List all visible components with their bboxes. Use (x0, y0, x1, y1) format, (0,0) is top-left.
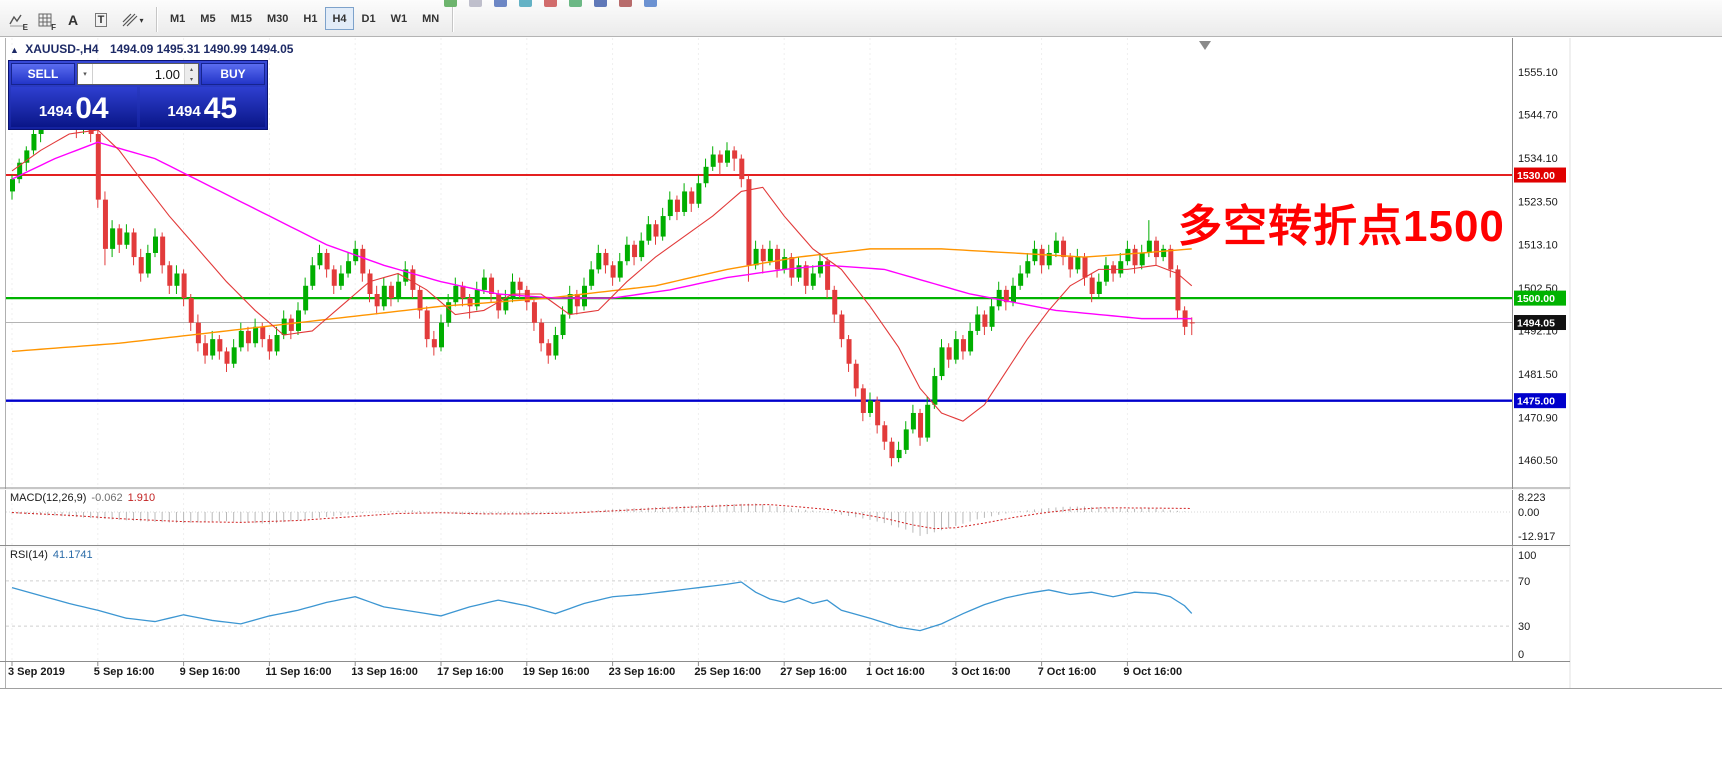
one-click-trading-panel: SELL ▾ 1.00 ▴ ▾ BUY 1494 04 1494 45 (8, 60, 268, 130)
time-axis-label: 9 Sep 16:00 (179, 666, 241, 678)
ask-price-small: 1494 (167, 103, 201, 120)
time-axis-label: 17 Sep 16:00 (437, 666, 504, 678)
macd-signal-value: 1.910 (127, 492, 156, 504)
svg-text:1481.50: 1481.50 (1518, 369, 1558, 381)
timeframe-button-d1[interactable]: D1 (361, 12, 376, 25)
timeframe-button-m5[interactable]: M5 (200, 12, 216, 25)
ask-price-big: 45 (203, 92, 238, 125)
volume-dropdown-icon[interactable]: ▾ (78, 64, 93, 84)
time-axis-label: 3 Oct 16:00 (951, 666, 1011, 678)
clipped-toolbar-icon (444, 0, 457, 7)
sell-button[interactable]: SELL (11, 63, 75, 85)
timeframe-button-m30[interactable]: M30 (266, 12, 289, 25)
clipped-toolbar-icon (594, 0, 607, 7)
timeframe-button-w1[interactable]: W1 (390, 12, 408, 25)
svg-text:8.223: 8.223 (1518, 492, 1546, 504)
volume-stepper: ▴ ▾ (184, 64, 198, 84)
ask-price-display[interactable]: 1494 45 (139, 87, 265, 127)
timeframe-button-h1[interactable]: H1 (303, 12, 318, 25)
clipped-toolbar-icon (569, 0, 582, 7)
svg-text:1530.00: 1530.00 (1517, 170, 1555, 182)
clipped-toolbar-icon (469, 0, 482, 7)
svg-text:1544.70: 1544.70 (1518, 110, 1558, 122)
timeframe-group: M1 M5 M15 M30 H1 H4 D1 W1 MN (163, 7, 447, 30)
volume-down-icon[interactable]: ▾ (185, 74, 198, 84)
ohlc-values: 1494.09 1495.31 1490.99 1494.05 (109, 42, 294, 56)
clipped-toolbar-icon (644, 0, 657, 7)
toolbar: E F A T ▾ M1 M5 M15 M30 H1 H4 D1 W1 MN (0, 0, 1722, 37)
svg-text:1513.10: 1513.10 (1518, 239, 1558, 251)
svg-text:1500.00: 1500.00 (1517, 293, 1555, 305)
chart-annotation-text: 多空转折点1500 (1178, 202, 1505, 251)
time-axis-label: 23 Sep 16:00 (608, 666, 676, 678)
rsi-value: 41.1741 (52, 549, 93, 561)
volume-input[interactable]: 1.00 (154, 66, 180, 82)
svg-text:1470.90: 1470.90 (1518, 412, 1558, 424)
svg-text:1523.50: 1523.50 (1518, 197, 1558, 209)
icon-letter: E (22, 23, 28, 32)
macd-label: MACD(12,26,9) (10, 492, 87, 504)
svg-text:1460.50: 1460.50 (1518, 455, 1558, 467)
symbol-label: XAUUSD-,H4 (25, 42, 99, 56)
grid-icon[interactable]: F (32, 7, 58, 33)
svg-text:1534.10: 1534.10 (1518, 153, 1558, 165)
chevron-down-icon: ▾ (139, 15, 144, 25)
macd-pane-label: MACD(12,26,9) -0.062 1.910 (10, 492, 155, 504)
svg-text:100: 100 (1518, 550, 1536, 562)
time-axis-label: 1 Oct 16:00 (866, 666, 925, 678)
svg-text:1555.10: 1555.10 (1518, 67, 1558, 79)
time-axis-label: 7 Oct 16:00 (1037, 666, 1097, 678)
toolbar-separator (156, 7, 157, 32)
bid-price-small: 1494 (38, 103, 73, 120)
time-axis-label: 25 Sep 16:00 (694, 666, 762, 678)
clipped-toolbar-icon (494, 0, 507, 7)
svg-text:1494.05: 1494.05 (1517, 318, 1555, 330)
svg-text:1475.00: 1475.00 (1517, 396, 1555, 408)
text-box-icon[interactable]: T (88, 7, 114, 33)
time-axis-label: 27 Sep 16:00 (780, 666, 847, 678)
rsi-pane-label: RSI(14) 41.1741 (10, 549, 93, 561)
time-axis-label: 3 Sep 2019 (8, 666, 65, 678)
svg-text:70: 70 (1518, 576, 1530, 588)
time-axis-label: 13 Sep 16:00 (351, 666, 418, 678)
macd-main-value: -0.062 (91, 492, 123, 504)
trendlines-glyph (123, 13, 138, 27)
timeframe-button-m15[interactable]: M15 (230, 12, 252, 25)
svg-text:0: 0 (1518, 649, 1524, 661)
one-click-panel-toggle-icon[interactable]: ▲ (10, 45, 19, 55)
svg-text:-12.917: -12.917 (1518, 531, 1555, 543)
svg-text:0.00: 0.00 (1518, 507, 1539, 519)
icon-letter: F (51, 23, 56, 32)
bid-price-big: 04 (75, 92, 109, 125)
clipped-toolbar-icon (519, 0, 532, 7)
text-label-icon[interactable]: A (67, 12, 79, 28)
svg-text:30: 30 (1518, 621, 1530, 633)
time-axis-label: 11 Sep 16:00 (265, 666, 332, 678)
toolbar-separator (452, 7, 453, 32)
clipped-toolbar-icon (544, 0, 557, 7)
buy-button[interactable]: BUY (201, 63, 265, 85)
bid-price-display[interactable]: 1494 04 (11, 87, 137, 127)
timeframe-button-h4[interactable]: H4 (325, 7, 354, 30)
trendline-tools-dropdown[interactable]: ▾ (116, 7, 150, 33)
chart-shift-marker[interactable] (1199, 41, 1211, 50)
timeframe-button-m1[interactable]: M1 (170, 12, 186, 25)
zigzag-icon (9, 14, 24, 27)
timeframe-button-mn[interactable]: MN (422, 12, 440, 25)
time-axis-label: 9 Oct 16:00 (1123, 666, 1183, 678)
volume-box: ▾ 1.00 ▴ ▾ (77, 63, 199, 85)
clipped-toolbar-icon (619, 0, 632, 7)
volume-up-icon[interactable]: ▴ (185, 64, 198, 74)
time-axis-label: 5 Sep 16:00 (93, 666, 155, 678)
symbol-ohlc-header: ▲ XAUUSD-,H4 1494.09 1495.31 1490.99 149… (10, 42, 293, 56)
grid-glyph (38, 13, 52, 27)
time-axis-label: 19 Sep 16:00 (522, 666, 590, 678)
line-studies-icon[interactable]: E (4, 7, 30, 33)
rsi-label: RSI(14) (10, 549, 48, 561)
